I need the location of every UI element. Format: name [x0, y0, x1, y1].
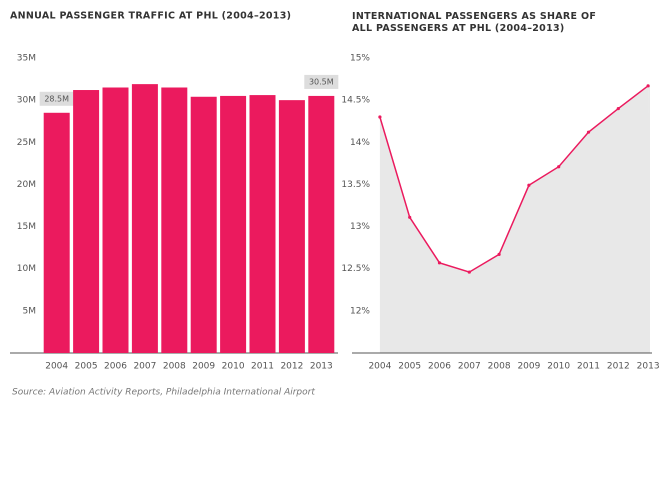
- data-label: 28.5M: [44, 94, 69, 103]
- y-tick-label: 35M: [17, 54, 36, 64]
- x-tick-label: 2012: [607, 362, 630, 372]
- bar: [308, 95, 335, 353]
- y-tick-label: 14%: [350, 138, 370, 148]
- point: [467, 270, 471, 274]
- line: [379, 85, 649, 273]
- x-tick-label: 2009: [192, 362, 215, 372]
- y-tick-label: 13%: [350, 222, 370, 232]
- point: [616, 106, 620, 111]
- point: [497, 252, 501, 256]
- y-tick-label: 30M: [17, 96, 36, 106]
- point: [557, 165, 561, 169]
- label-box: [39, 91, 74, 106]
- x-tick-label: 2008: [163, 362, 186, 372]
- x-tick-label: 2011: [251, 362, 274, 372]
- x-tick-label: 2013: [637, 362, 660, 372]
- source-note: Source: Aviation Activity Reports, Phila…: [12, 388, 315, 398]
- bar: [73, 90, 100, 354]
- y-tick-label: 12.5%: [341, 264, 370, 274]
- point: [586, 130, 591, 134]
- y-tick-label: 13.5%: [341, 180, 370, 190]
- x-tick-label: 2010: [547, 362, 570, 372]
- y-tick-label: 12%: [350, 306, 370, 316]
- bar: [278, 100, 305, 354]
- y-tick-label: 25M: [17, 138, 36, 148]
- bar: [131, 84, 158, 353]
- x-tick-label: 2006: [428, 362, 451, 372]
- bar: [102, 87, 129, 353]
- y-tick-label: 15M: [17, 222, 36, 232]
- x-tick-label: 2007: [133, 362, 156, 372]
- bar: [249, 95, 276, 353]
- x-tick-label: 2005: [398, 362, 421, 372]
- x-tick-label: 2006: [104, 362, 127, 372]
- x-tick-label: 2011: [577, 362, 600, 372]
- label-box: [304, 74, 339, 89]
- point: [408, 215, 412, 219]
- x-tick-label: 2005: [75, 362, 98, 372]
- bar: [220, 95, 247, 353]
- point: [646, 84, 650, 88]
- chart-title: INTERNATIONAL PASSENGERS AS SHARE OF ALL …: [352, 11, 596, 34]
- bar: [43, 112, 70, 354]
- bar: [190, 96, 217, 354]
- x-tick-label: 2010: [222, 362, 245, 372]
- point: [527, 183, 531, 187]
- chart-title: ANNUAL PASSENGER TRAFFIC AT PHL (2004–20…: [10, 11, 291, 22]
- y-tick-label: 5M: [23, 306, 37, 316]
- x-tick-label: 2012: [280, 362, 303, 372]
- point: [378, 115, 382, 119]
- x-tick-label: 2004: [368, 362, 391, 372]
- x-tick-label: 2008: [488, 362, 511, 372]
- point: [437, 261, 442, 265]
- x-tick-label: 2007: [458, 362, 481, 372]
- y-tick-label: 15%: [350, 54, 370, 64]
- data-label: 30.5M: [309, 77, 334, 86]
- area-tail: [648, 85, 650, 354]
- bar: [161, 87, 188, 353]
- x-tick-label: 2004: [45, 362, 68, 372]
- y-tick-label: 20M: [17, 180, 36, 190]
- y-tick-label: 10M: [17, 264, 36, 274]
- x-tick-label: 2013: [310, 362, 333, 372]
- y-tick-label: 14.5%: [341, 96, 370, 106]
- x-tick-label: 2009: [517, 362, 540, 372]
